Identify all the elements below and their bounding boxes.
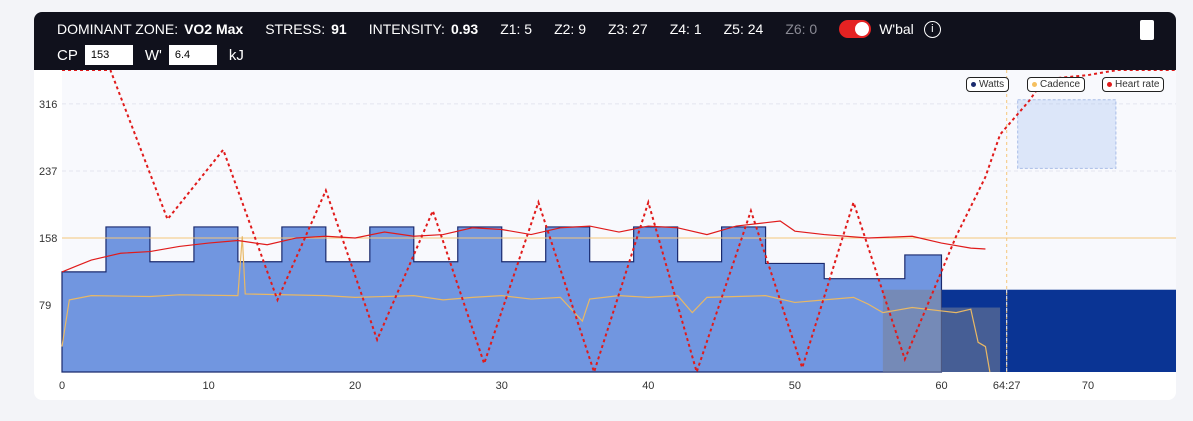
cp-label: CP	[57, 46, 78, 64]
zone-6: Z6: 0	[785, 21, 818, 37]
intensity-value: 0.93	[450, 21, 479, 37]
x-tick-label: 20	[349, 380, 361, 392]
dominant-zone-value: VO2 Max	[184, 21, 244, 37]
legend-label: Heart rate	[1115, 79, 1160, 90]
info-icon[interactable]: i	[923, 20, 941, 38]
legend-watts[interactable]: Watts	[966, 77, 1010, 92]
stress-label: STRESS:	[265, 21, 326, 37]
zone-2: Z2: 9	[554, 21, 586, 37]
y-tick-label: 158	[39, 233, 57, 245]
selection-overlay	[941, 307, 1001, 372]
stress-value: 91	[331, 21, 347, 37]
heart-rate-line	[61, 220, 986, 273]
y-tick-label: 79	[39, 300, 51, 312]
x-tick-label: 40	[642, 380, 654, 392]
intensity-label: INTENSITY:	[368, 21, 445, 37]
y-tick-label: 316	[39, 99, 57, 111]
stats-header: DOMINANT ZONE: VO2 Max STRESS: 91 INTENS…	[34, 12, 1176, 70]
cadence-line	[61, 236, 991, 373]
legend-cadence[interactable]: Cadence	[1027, 77, 1086, 92]
zone-1: Z1: 5	[500, 21, 533, 37]
chart-card: DOMINANT ZONE: VO2 Max STRESS: 91 INTENS…	[34, 12, 1176, 400]
w-prime-label: W'	[144, 46, 162, 64]
time-marker-label: 64:27	[993, 380, 1021, 392]
cp-input[interactable]: 153	[84, 45, 133, 65]
x-tick-label: 50	[789, 380, 801, 392]
legend-heart-rate[interactable]: Heart rate	[1102, 77, 1165, 92]
zone-4: Z4: 1	[669, 21, 702, 37]
selection-box	[1017, 99, 1117, 169]
dominant-zone-label: DOMINANT ZONE:	[57, 21, 179, 37]
x-tick-label: 70	[1082, 380, 1094, 392]
x-tick-label: 60	[935, 380, 947, 392]
zone-5: Z5: 24	[723, 21, 764, 37]
zone-3: Z3: 27	[608, 21, 648, 37]
wbal-dotted-line	[62, 70, 1176, 376]
calculator-icon[interactable]	[1140, 20, 1154, 40]
wbal-label: W'bal	[879, 21, 914, 37]
x-tick-label: 30	[496, 380, 508, 392]
selection-overlay	[882, 289, 942, 372]
hr-dot-icon	[1107, 81, 1112, 87]
legend-label: Watts	[979, 79, 1005, 90]
y-tick-label: 237	[39, 166, 57, 178]
watts-area	[61, 226, 943, 373]
wbal-toggle[interactable]	[839, 20, 872, 38]
cadence-dot-icon	[1032, 81, 1037, 87]
x-tick-label: 0	[59, 380, 65, 392]
power-chart[interactable]: 79 158 237 316 0 10 20 30 40 50 60 70 64:27	[34, 70, 1176, 400]
x-tick-label: 10	[202, 380, 214, 392]
watts-dot-icon	[971, 81, 976, 87]
legend-label: Cadence	[1040, 79, 1081, 90]
w-prime-input[interactable]: 6.4	[168, 45, 217, 65]
w-prime-unit: kJ	[228, 46, 244, 64]
